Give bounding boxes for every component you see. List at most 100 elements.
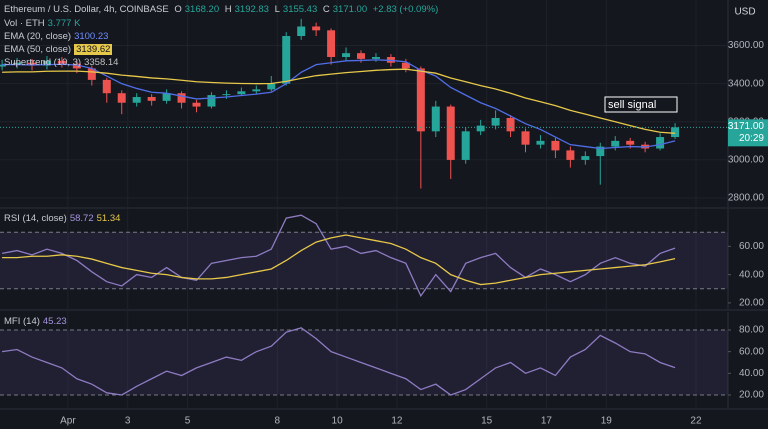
x-tick-label: 19 — [601, 416, 613, 427]
y-tick-label: 20.00 — [739, 298, 764, 309]
y-tick-label: 3600.00 — [728, 40, 765, 51]
vol-value: 3.777 K — [47, 18, 81, 29]
candle-body — [267, 83, 276, 90]
rsi-ma-value: 51.34 — [96, 213, 121, 224]
candle-body — [461, 131, 470, 160]
y-tick-label: 60.00 — [739, 241, 764, 252]
o-label: O — [174, 4, 182, 15]
legend-row: EMA (50, close) 3139.62 — [4, 44, 115, 55]
candle-body — [327, 30, 336, 57]
vol-label: Vol · ETH — [4, 18, 45, 29]
candle-body — [357, 53, 366, 59]
x-tick-label: 17 — [541, 416, 553, 427]
h-value: 3192.83 — [234, 4, 269, 15]
candle-body — [0, 64, 7, 67]
y-tick-label: 80.00 — [739, 325, 764, 336]
annotation-box — [604, 96, 678, 113]
candle-body — [102, 79, 111, 94]
candle-body — [446, 106, 455, 160]
candle-body — [28, 62, 37, 66]
annotation: sell signal — [608, 99, 656, 111]
x-tick-label: 15 — [481, 416, 493, 427]
c-value: 3171.00 — [332, 4, 368, 15]
x-tick-label: 8 — [274, 416, 280, 427]
candle-body — [42, 60, 51, 66]
candle-body — [192, 102, 201, 107]
candle-body — [177, 93, 186, 103]
candle-body — [491, 117, 500, 126]
legend-row: Ethereum / U.S. Dollar, 4h, COINBASE O 31… — [4, 4, 441, 15]
candle-body — [72, 63, 81, 69]
mfi-legend: MFI (14) 45.23 — [4, 316, 70, 327]
candle-body — [117, 93, 126, 103]
currency: USD — [734, 7, 755, 18]
x-tick-label: Apr — [60, 416, 76, 427]
candle-body — [87, 68, 96, 80]
candle-body — [147, 97, 156, 101]
ema20-value: 3100.23 — [74, 31, 109, 42]
x-tick-label: 22 — [690, 416, 702, 427]
candle-body — [312, 26, 321, 31]
band-fill — [0, 329, 728, 395]
candle-body — [581, 156, 590, 160]
indicator-line — [2, 68, 676, 134]
price-tag — [728, 119, 768, 147]
o-value: 3168.20 — [184, 4, 220, 15]
candle-body — [13, 62, 22, 65]
candle-body — [297, 26, 306, 37]
y-tick-label: 60.00 — [739, 346, 764, 357]
rsi-value: 58.72 — [69, 213, 94, 224]
x-tick-label: 10 — [332, 416, 344, 427]
candle-body — [551, 140, 560, 151]
legend-row: Vol · ETH 3.777 K — [4, 18, 83, 29]
candle-body — [671, 127, 680, 138]
candle-body — [342, 53, 351, 57]
rsi-title: RSI (14, close) — [4, 213, 67, 224]
x-tick-label: 5 — [185, 416, 191, 427]
candle-body — [162, 93, 171, 101]
y-tick-label: 20.00 — [739, 390, 764, 401]
l-label: L — [274, 4, 280, 15]
candle-body — [252, 89, 261, 92]
legend-row: Supertrend (10, 3) 3358.14 — [4, 57, 121, 68]
candle-body — [371, 56, 380, 59]
symbol: Ethereum / U.S. Dollar, 4h, COINBASE — [4, 4, 169, 15]
candle-body — [282, 36, 291, 84]
rsi-legend: RSI (14, close) 58.72 51.34 — [4, 213, 123, 224]
candle-body — [476, 125, 485, 132]
l-value: 3155.43 — [282, 4, 318, 15]
candle-body — [611, 140, 620, 147]
ema20-label: EMA (20, close) — [4, 31, 72, 42]
candle-body — [536, 140, 545, 145]
y-tick-label: 40.00 — [739, 368, 764, 379]
supertrend-value: 3358.14 — [84, 57, 119, 68]
candle-body — [57, 60, 66, 64]
candle-body — [416, 68, 425, 132]
countdown: 20:29 — [739, 133, 764, 144]
candle-body — [431, 106, 440, 132]
candle-body — [132, 97, 141, 103]
x-tick-label: 3 — [125, 416, 131, 427]
candle-body — [626, 140, 635, 145]
ema50-value: 3139.62 — [74, 44, 113, 55]
band-fill — [0, 232, 728, 289]
candle-body — [207, 95, 216, 107]
mfi-value: 45.23 — [42, 316, 67, 327]
indicator-line — [1, 214, 676, 298]
x-tick-label: 12 — [391, 416, 403, 427]
indicator-line — [2, 327, 676, 396]
candle-body — [596, 146, 605, 157]
indicator-line — [2, 59, 676, 150]
h-label: H — [224, 4, 232, 15]
candle-body — [222, 94, 231, 96]
y-tick-label: 3000.00 — [728, 155, 765, 166]
candle-body — [521, 131, 530, 145]
candle-body — [506, 117, 515, 132]
y-tick-label: 2800.00 — [728, 193, 765, 204]
ema50-label: EMA (50, close) — [4, 44, 72, 55]
mfi-title: MFI (14) — [4, 316, 40, 327]
candle-body — [566, 150, 575, 160]
candle-body — [237, 91, 246, 95]
